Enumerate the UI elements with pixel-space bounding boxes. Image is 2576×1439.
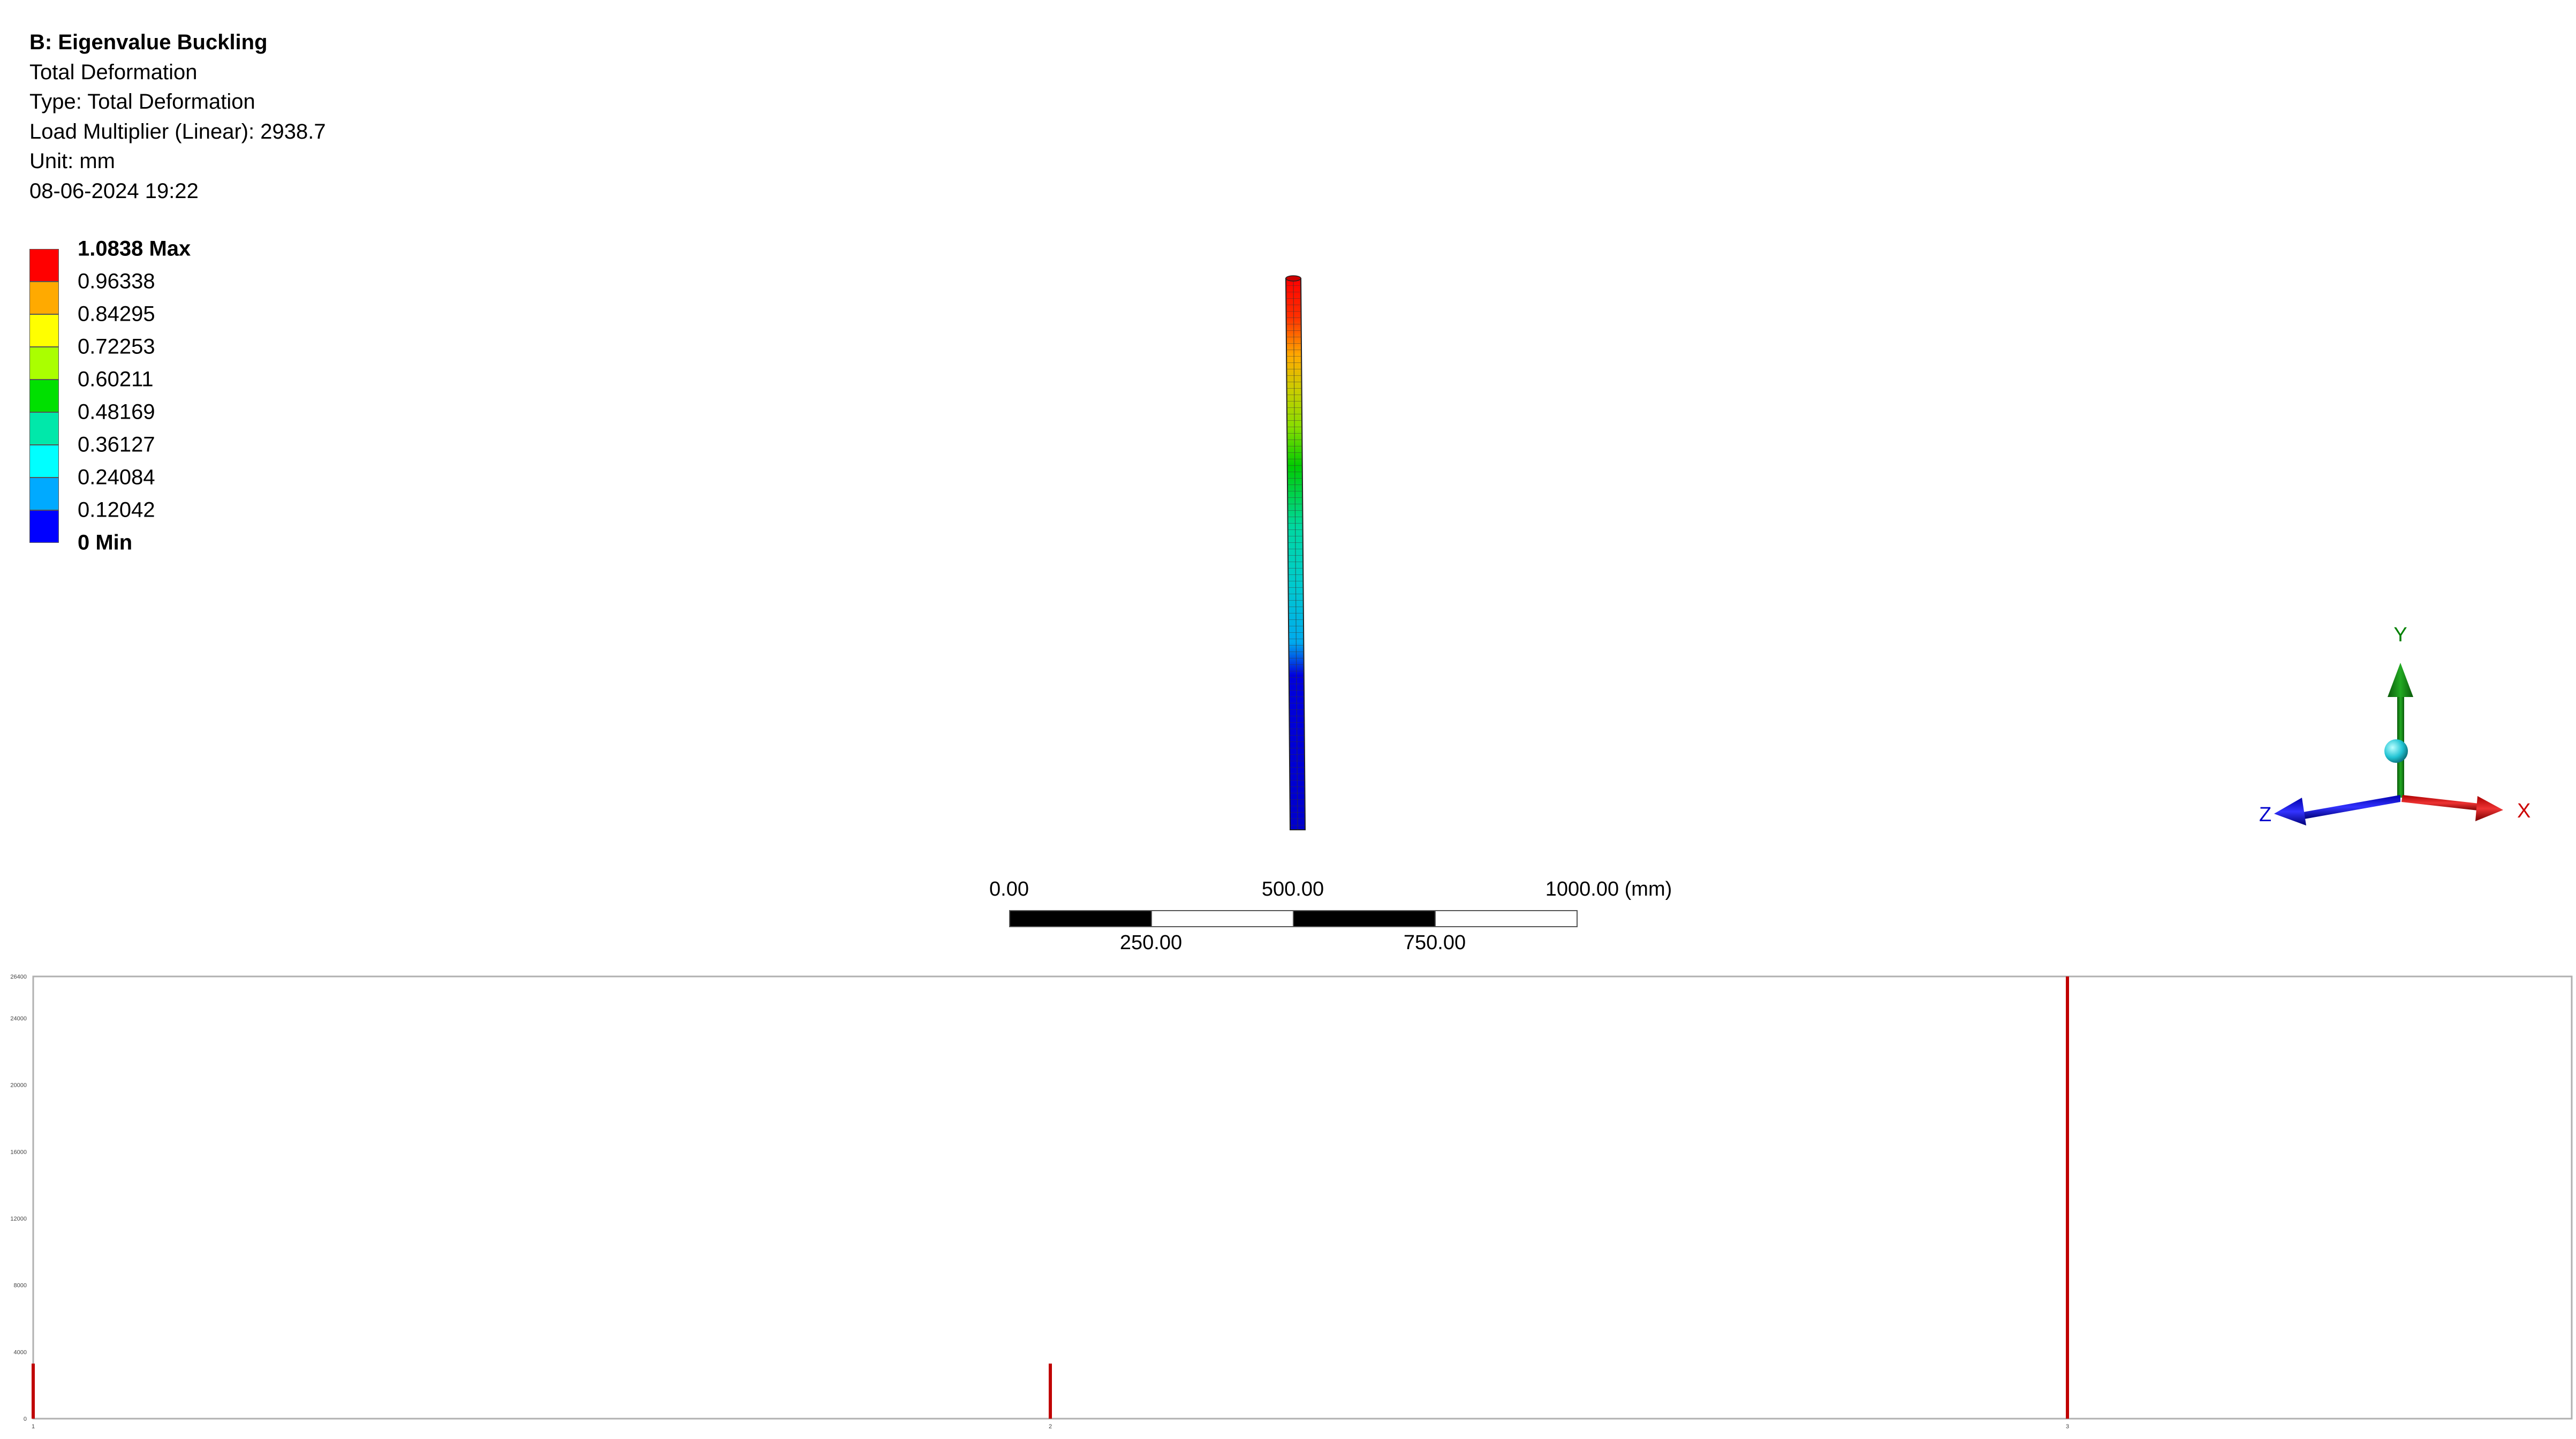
legend-label: 0.84295 bbox=[78, 302, 155, 326]
legend-swatch-1 bbox=[29, 249, 59, 282]
chart-y-axis: 0 4000 8000 12000 16000 20000 24000 26400 bbox=[10, 974, 27, 1422]
chart-bar-1 bbox=[32, 1364, 35, 1419]
legend-label: 0.24084 bbox=[78, 465, 155, 489]
y-tick-label: 8000 bbox=[14, 1283, 27, 1289]
y-tick-label: 16000 bbox=[10, 1149, 27, 1155]
legend-swatch-4 bbox=[29, 347, 59, 380]
chart-x-axis: 1 2 3 bbox=[32, 1423, 2069, 1430]
legend-label: 0.60211 bbox=[78, 367, 154, 391]
scale-label-500: 500.00 bbox=[1261, 878, 1324, 900]
coordinate-triad[interactable]: Y X Z bbox=[2259, 616, 2537, 830]
result-name: Total Deformation bbox=[29, 60, 198, 84]
y-axis-arrow bbox=[2388, 663, 2413, 798]
x-axis-label: X bbox=[2517, 800, 2530, 822]
legend-label: 0.12042 bbox=[78, 498, 155, 522]
y-tick-label: 12000 bbox=[10, 1216, 27, 1222]
result-type: Type: Total Deformation bbox=[29, 90, 255, 113]
x-axis-arrow bbox=[2401, 795, 2503, 821]
legend-swatch-2 bbox=[29, 282, 59, 314]
scale-segment-3 bbox=[1293, 910, 1436, 927]
legend-swatch-9 bbox=[29, 510, 59, 543]
scale-label-750: 750.00 bbox=[1403, 931, 1466, 954]
legend-swatch-8 bbox=[29, 478, 59, 510]
chart-bars bbox=[32, 976, 2069, 1419]
chart-bar-3 bbox=[2066, 976, 2069, 1419]
scale-segment-4 bbox=[1435, 910, 1578, 927]
z-axis-arrow bbox=[2274, 795, 2400, 825]
analysis-title: B: Eigenvalue Buckling bbox=[29, 31, 268, 54]
legend-max-label: 1.0838 Max bbox=[78, 237, 191, 261]
legend-label: 0.72253 bbox=[78, 335, 155, 359]
y-axis-label: Y bbox=[2393, 624, 2407, 646]
chart-bar-2 bbox=[1049, 1364, 1052, 1419]
chart-plot-area bbox=[32, 975, 2573, 1420]
y-tick-label: 20000 bbox=[10, 1082, 27, 1089]
legend-swatch-3 bbox=[29, 314, 59, 347]
scale-label-0: 0.00 bbox=[989, 878, 1029, 900]
scale-segment-1 bbox=[1009, 910, 1152, 927]
legend-swatch-5 bbox=[29, 380, 59, 412]
x-tick-label: 2 bbox=[1049, 1423, 1052, 1430]
scale-segment-2 bbox=[1151, 910, 1294, 927]
y-tick-label: 4000 bbox=[14, 1349, 27, 1355]
timestamp: 08-06-2024 19:22 bbox=[29, 179, 199, 203]
load-multiplier-chart[interactable]: 0 4000 8000 12000 16000 20000 24000 26400 1 2 3 bbox=[0, 958, 2576, 1439]
scale-label-250: 250.00 bbox=[1119, 931, 1183, 954]
y-tick-label: 0 bbox=[24, 1416, 27, 1422]
y-tick-label: 24000 bbox=[10, 1016, 27, 1022]
scale-bar: 0.00 500.00 1000.00 (mm) 250.00 750.00 bbox=[989, 878, 1684, 964]
deformed-beam-model[interactable] bbox=[1274, 273, 1312, 835]
result-info-panel: B: Eigenvalue Buckling Total Deformation… bbox=[29, 28, 326, 206]
legend-label: 0.48169 bbox=[78, 400, 155, 424]
legend-min-label: 0 Min bbox=[78, 531, 133, 555]
legend-label: 0.96338 bbox=[78, 269, 155, 293]
legend-swatch-6 bbox=[29, 412, 59, 445]
load-multiplier: Load Multiplier (Linear): 2938.7 bbox=[29, 119, 326, 143]
scale-label-1000: 1000.00 (mm) bbox=[1545, 878, 1672, 900]
origin-sphere bbox=[2384, 739, 2408, 763]
x-tick-label: 3 bbox=[2066, 1423, 2069, 1430]
x-tick-label: 1 bbox=[32, 1423, 35, 1430]
legend-label: 0.36127 bbox=[78, 433, 155, 457]
legend-swatch-7 bbox=[29, 445, 59, 478]
unit-label: Unit: mm bbox=[29, 149, 115, 173]
y-tick-label: 26400 bbox=[10, 974, 27, 980]
z-axis-label: Z bbox=[2259, 804, 2271, 826]
